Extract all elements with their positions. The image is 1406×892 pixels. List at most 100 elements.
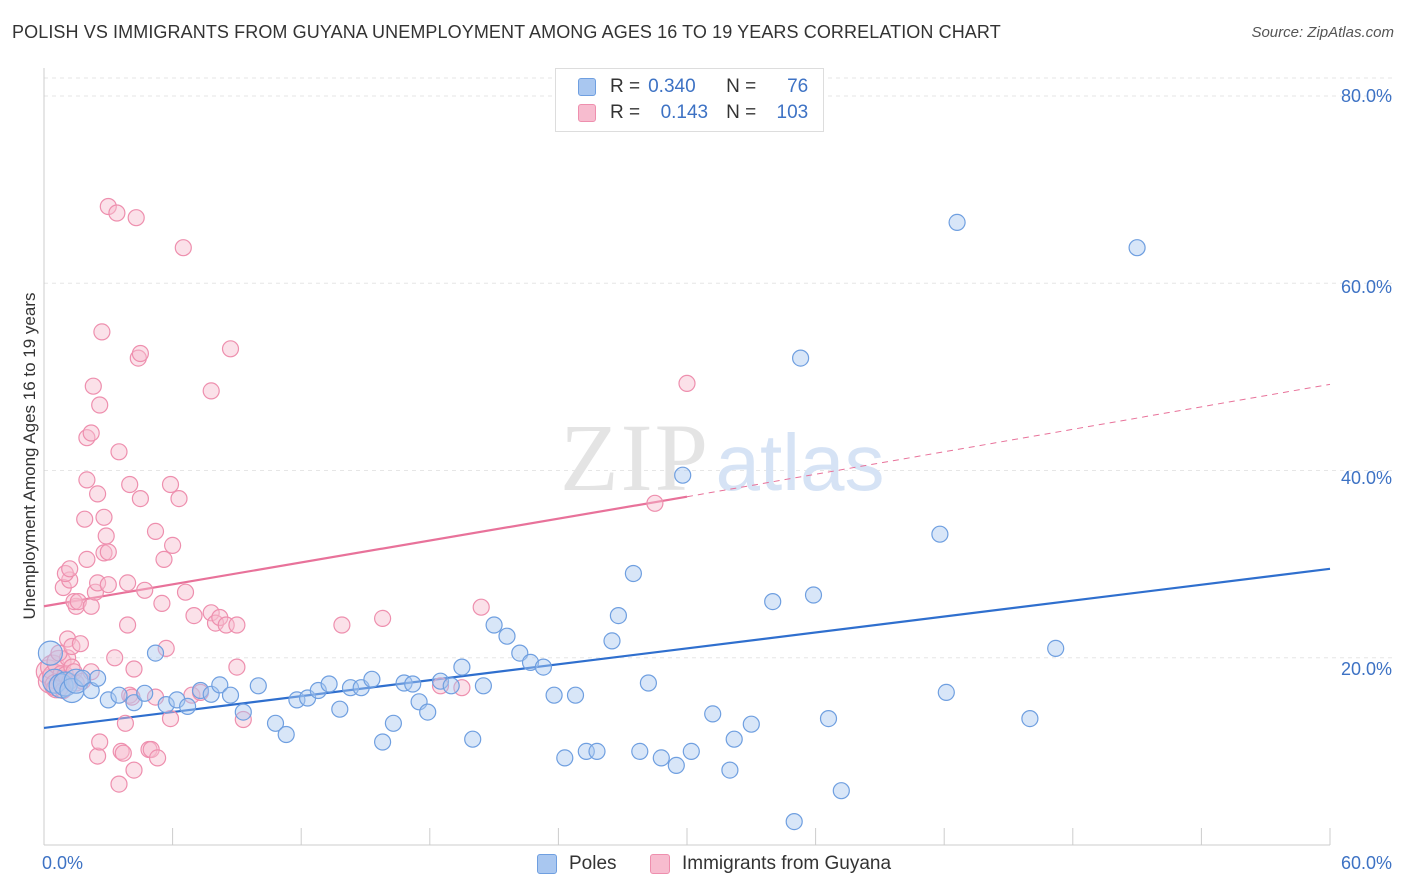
poles-point — [110, 686, 128, 704]
points — [35, 197, 1146, 831]
poles-point — [937, 683, 955, 702]
poles-point — [785, 812, 803, 831]
poles-point — [566, 686, 585, 704]
poles-point — [742, 715, 760, 733]
y-axis-label: Unemployment Among Ages 16 to 19 years — [20, 292, 39, 620]
poles-point — [534, 658, 553, 676]
bottom-legend-label-guyana: Immigrants from Guyana — [682, 853, 892, 874]
guyana-point — [76, 510, 94, 528]
guyana-point — [88, 574, 107, 592]
guyana-point — [65, 592, 83, 611]
watermark-atlas: atlas — [716, 418, 885, 507]
poles-point — [249, 677, 267, 695]
poles-point — [211, 676, 229, 694]
poles-point — [521, 653, 540, 672]
y-tick-80: 80.0% — [1340, 86, 1392, 106]
poles-point — [652, 749, 670, 767]
poles-point — [73, 669, 92, 687]
poles-point — [609, 606, 628, 625]
guyana-point — [333, 616, 351, 634]
guyana-point — [84, 377, 102, 395]
poles-point — [419, 703, 437, 721]
guyana-point — [453, 679, 471, 697]
guyana-point — [131, 490, 149, 508]
poles-point — [221, 686, 240, 704]
poles-point — [674, 466, 692, 484]
chart-title: POLISH VS IMMIGRANTS FROM GUYANA UNEMPLO… — [12, 22, 1001, 42]
poles-point — [1021, 709, 1039, 728]
bottom-legend-swatch-poles — [537, 854, 557, 874]
poles-point — [453, 658, 471, 676]
guyana-point — [174, 239, 192, 257]
poles-point — [404, 675, 422, 693]
guyana-point — [88, 485, 107, 503]
poles-point — [682, 742, 700, 761]
poles-point — [442, 677, 460, 695]
guyana-point — [78, 550, 96, 569]
trend-line-poles — [43, 567, 1331, 730]
guyana-point — [125, 660, 143, 678]
guyana-point — [136, 581, 154, 599]
guyana-point — [157, 639, 175, 658]
guyana-point — [164, 536, 182, 555]
guyana-point — [221, 340, 240, 358]
guyana-point — [118, 616, 137, 634]
bottom-legend-poles[interactable]: Poles — [537, 852, 617, 876]
poles-point — [320, 675, 338, 693]
y-tick-60: 60.0% — [1340, 277, 1392, 297]
poles-point — [948, 213, 966, 231]
poles-point — [1047, 639, 1065, 658]
poles-point — [99, 691, 117, 709]
legend-swatch-poles — [578, 78, 596, 96]
legend-r-value: 0.143 — [660, 102, 709, 123]
guyana-point — [91, 733, 109, 751]
trend-line-guyana — [43, 495, 688, 608]
bottom-legend-swatch-guyana — [650, 854, 670, 874]
bottom-legend-guyana[interactable]: Immigrants from Guyana — [650, 852, 891, 876]
guyana-point — [91, 396, 109, 414]
poles-point — [485, 616, 503, 634]
legend-swatch-guyana — [578, 104, 596, 122]
guyana-point — [161, 709, 180, 728]
guyana-point — [69, 592, 87, 611]
guyana-point — [125, 761, 143, 779]
legend-n-label: N = — [726, 76, 757, 97]
watermark: ZIP atlas — [560, 404, 884, 511]
watermark-zip: ZIP — [560, 404, 710, 511]
poles-point — [725, 730, 743, 748]
poles-point — [125, 694, 143, 712]
guyana-point — [121, 475, 139, 494]
legend-r-value: 0.340 — [648, 76, 696, 97]
guyana-point — [374, 609, 392, 628]
legend-row-guyana: R = 0.143 N = 103 — [578, 101, 808, 125]
poles-point — [832, 782, 850, 800]
legend-row-poles: R = 0.340 N = 76 — [578, 75, 808, 99]
poles-point — [363, 670, 381, 688]
guyana-point — [82, 424, 100, 442]
guyana-point — [153, 594, 171, 613]
guyana-point — [71, 635, 90, 653]
poles-point — [721, 761, 739, 779]
guyana-point — [99, 576, 117, 594]
guyana-point — [118, 574, 137, 592]
poles-point — [631, 742, 649, 761]
poles-point — [146, 644, 165, 662]
poles-point — [1128, 239, 1146, 257]
guyana-point — [110, 775, 128, 793]
poles-point — [202, 685, 220, 703]
guyana-point — [170, 490, 188, 508]
legend-r-label: R = — [610, 102, 641, 123]
guyana-point — [114, 744, 132, 762]
source-label: Source: ZipAtlas.com — [1251, 24, 1394, 41]
guyana-point — [127, 209, 145, 227]
poles-point — [556, 749, 574, 767]
guyana-point — [82, 597, 100, 615]
poles-point — [157, 695, 175, 714]
poles-point — [277, 725, 295, 744]
correlation-legend: R = 0.340 N = 76 R = 0.143 N = 103 — [555, 68, 824, 132]
poles-point — [191, 681, 210, 700]
guyana-point — [95, 508, 113, 526]
poles-point — [309, 681, 327, 700]
trend-line-guyana-extension — [686, 383, 1331, 498]
